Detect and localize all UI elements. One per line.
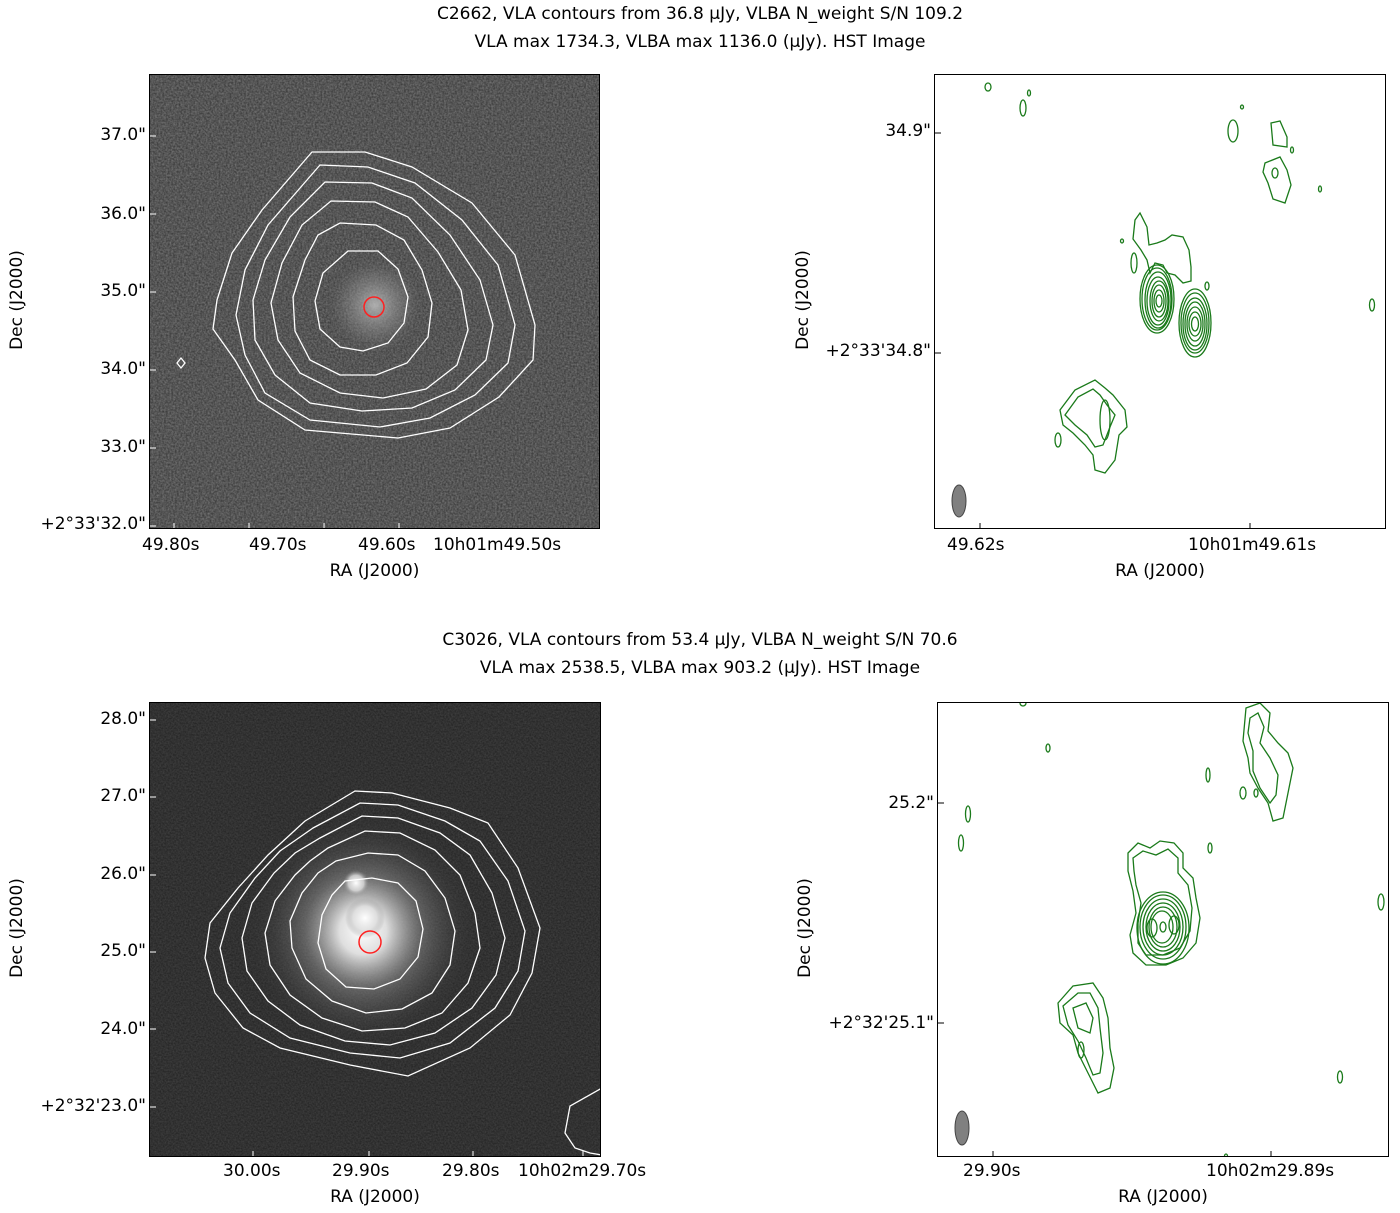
figure-2-title: C3026, VLA contours from 53.4 μJy, VLBA … bbox=[0, 626, 1400, 682]
figure-2-hst-ytick: 25.0" bbox=[100, 941, 146, 961]
figure-2-hst-ytick: 28.0" bbox=[100, 709, 146, 729]
figure-2-vlba-contours bbox=[957, 703, 1385, 1156]
figure-2-hst-image bbox=[150, 703, 600, 1156]
figure-1-hst-ytick: 34.0" bbox=[100, 359, 146, 379]
figure-2-beam-ellipse bbox=[954, 1110, 970, 1146]
figure-2-vlba-xtick: 29.90s bbox=[963, 1161, 1021, 1181]
figure-1-hst-panel bbox=[149, 74, 600, 529]
figure-2-hst-ylabel: Dec (J2000) bbox=[7, 878, 27, 978]
figure-1-vlba-ytick: 34.9" bbox=[885, 121, 931, 141]
figure-1-hst-ytick: 37.0" bbox=[100, 125, 146, 145]
figure-2-hst-ytick: 24.0" bbox=[100, 1019, 146, 1039]
figure-2-vlba-ticks bbox=[938, 802, 1272, 1156]
figure-2-vla-contours bbox=[204, 790, 600, 1156]
figure-1-hst-ytick: 33.0" bbox=[100, 437, 146, 457]
figure-2-hst-panel bbox=[149, 702, 601, 1157]
figure-1-hst-ytick: 35.0" bbox=[100, 281, 146, 301]
figure-2-vlba-ytick: 25.2" bbox=[888, 793, 934, 813]
figure-1-hst-image bbox=[150, 75, 599, 528]
figure-2-title-line2: VLA max 2538.5, VLBA max 903.2 (μJy). HS… bbox=[479, 658, 921, 678]
figure-2-vlba-xtick: 10h02m29.89s bbox=[1206, 1161, 1335, 1181]
figure-1-vla-contours bbox=[176, 151, 536, 439]
figure-1-vlba-position-marker bbox=[363, 296, 385, 318]
figure-1-vlba-contours bbox=[984, 82, 1376, 474]
figure-1-hst-ytick: 36.0" bbox=[100, 204, 146, 224]
figure-1-title-line2: VLA max 1734.3, VLBA max 1136.0 (μJy). H… bbox=[474, 32, 926, 52]
figure-2-vlba-ylabel: Dec (J2000) bbox=[795, 878, 815, 978]
figure-1-hst-ticks bbox=[150, 135, 400, 528]
figure-1-hst-ylabel: Dec (J2000) bbox=[7, 250, 27, 350]
figure-2-vlba-panel bbox=[937, 702, 1389, 1157]
figure-1-vlba-ylabel: Dec (J2000) bbox=[793, 250, 813, 350]
figure-2-hst-xtick: 10h02m29.70s bbox=[518, 1161, 647, 1181]
figure-1-vlba-xtick: 10h01m49.61s bbox=[1188, 535, 1317, 555]
figure-1-hst-xtick: 49.70s bbox=[249, 535, 307, 555]
figure-2-hst-ytick: 27.0" bbox=[100, 786, 146, 806]
figure-1-title: C2662, VLA contours from 36.8 μJy, VLBA … bbox=[0, 0, 1400, 56]
figure-2-hst-xtick: 29.80s bbox=[442, 1161, 500, 1181]
figure-2-hst-ytick: +2°32'23.0" bbox=[40, 1096, 146, 1116]
figure-2-vlba-map bbox=[938, 703, 1385, 1156]
figure-1-hst-xlabel: RA (J2000) bbox=[329, 561, 420, 581]
figure-2-vlba-xlabel: RA (J2000) bbox=[1118, 1187, 1208, 1207]
figure-1-title-line1: C2662, VLA contours from 36.8 μJy, VLBA … bbox=[436, 4, 964, 24]
figure-1-beam-ellipse bbox=[951, 484, 967, 518]
figure-1-hst-ytick: +2°33'32.0" bbox=[40, 514, 146, 534]
figure-1-vlba-map bbox=[935, 82, 1376, 528]
figure-2-vlba-position-marker bbox=[358, 930, 382, 954]
figure-1-vlba-ticks bbox=[935, 132, 1251, 528]
figure-1-hst-xtick: 49.60s bbox=[358, 535, 416, 555]
figure-2-hst-xtick: 30.00s bbox=[223, 1161, 281, 1181]
figure-1-hst-xtick: 10h01m49.50s bbox=[433, 535, 562, 555]
figure-1-vlba-xlabel: RA (J2000) bbox=[1115, 561, 1205, 581]
figure-2-hst-xlabel: RA (J2000) bbox=[330, 1187, 420, 1207]
figure-2-hst-xtick: 29.90s bbox=[332, 1161, 390, 1181]
figure-2-hst-ytick: 26.0" bbox=[100, 864, 146, 884]
figure-2-title-line1: C3026, VLA contours from 53.4 μJy, VLBA … bbox=[442, 630, 958, 650]
figure-1-hst-xtick: 49.80s bbox=[142, 535, 200, 555]
figure-1-vlba-panel bbox=[934, 74, 1386, 529]
figure-2-hst-ticks bbox=[150, 719, 584, 1156]
figure-1-vlba-ytick: +2°33'34.8" bbox=[825, 341, 931, 361]
figure-2-vlba-ytick: +2°32'25.1" bbox=[828, 1013, 934, 1033]
figure-1-vlba-xtick: 49.62s bbox=[947, 535, 1005, 555]
